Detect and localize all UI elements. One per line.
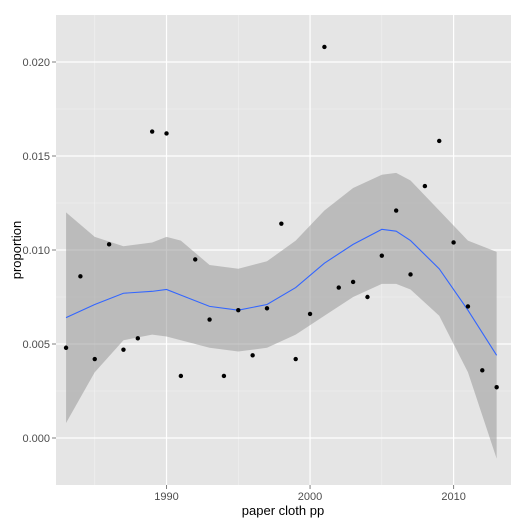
data-point <box>78 274 83 279</box>
y-axis: 0.000 0.005 0.010 0.015 0.020 <box>22 57 56 445</box>
data-point <box>264 306 270 311</box>
y-tick-label: 0.000 <box>22 433 50 445</box>
data-point <box>63 345 69 350</box>
data-point <box>178 373 184 379</box>
data-point <box>336 285 341 290</box>
data-point <box>250 353 255 358</box>
data-point <box>451 240 456 245</box>
data-point <box>279 221 284 226</box>
x-tick-label: 2010 <box>441 491 465 503</box>
confidence-ribbon <box>66 172 497 459</box>
data-point <box>408 272 413 277</box>
data-point <box>379 253 385 258</box>
confidence-band <box>66 172 497 459</box>
smooth-line <box>65 228 498 356</box>
data-point <box>322 44 327 50</box>
data-point <box>164 131 169 136</box>
y-tick-label: 0.010 <box>22 245 50 257</box>
data-point <box>221 373 227 379</box>
data-point <box>465 304 471 309</box>
data-point <box>207 317 212 322</box>
y-axis-title: proportion <box>9 221 24 280</box>
data-point <box>437 138 442 144</box>
data-point <box>365 294 370 300</box>
data-point <box>236 307 241 313</box>
y-tick-label: 0.005 <box>22 339 50 351</box>
data-point <box>350 279 356 285</box>
data-point <box>121 347 126 352</box>
data-point <box>193 257 198 262</box>
x-axis-title: paper cloth pp <box>242 503 324 518</box>
smooth-line-group <box>65 228 498 356</box>
x-tick-label: 1990 <box>154 491 178 503</box>
data-point <box>106 242 112 247</box>
data-point <box>422 183 428 189</box>
data-point <box>149 129 155 134</box>
data-point <box>393 208 399 213</box>
y-tick-label: 0.020 <box>22 57 50 69</box>
data-point <box>92 356 97 362</box>
data-point <box>494 385 499 390</box>
data-point <box>135 336 141 341</box>
x-axis: 1990 2000 2010 <box>154 485 466 503</box>
data-point <box>480 368 485 373</box>
data-point <box>307 311 313 317</box>
data-points <box>63 44 499 390</box>
x-tick-label: 2000 <box>298 491 322 503</box>
data-point <box>293 356 298 362</box>
y-tick-label: 0.015 <box>22 151 50 163</box>
